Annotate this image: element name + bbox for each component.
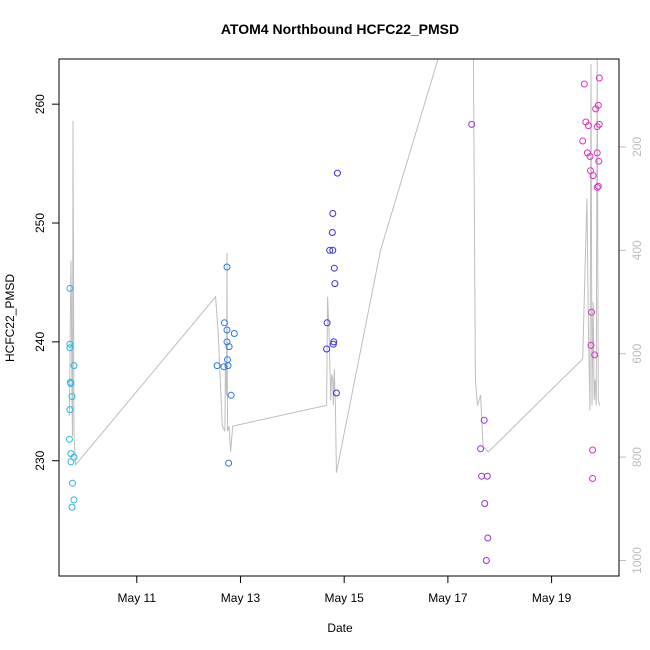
data-point (468, 120, 476, 128)
x-tick-label: May 15 (325, 591, 365, 605)
x-tick-label: May 19 (532, 591, 572, 605)
data-point (225, 343, 233, 351)
data-point (333, 169, 341, 177)
data-point (584, 122, 592, 130)
data-point (220, 319, 228, 327)
data-point (481, 500, 489, 507)
data-point (484, 534, 492, 542)
y-right-tick-label: 1000 (630, 547, 644, 574)
data-point (480, 416, 488, 424)
data-point (329, 340, 337, 348)
chart-title: ATOM4 Northbound HCFC22_PMSD (221, 21, 459, 37)
data-point (579, 137, 587, 145)
data-point (223, 263, 231, 271)
data-point (589, 475, 597, 482)
data-point (595, 74, 603, 82)
y-right-tick-label: 600 (630, 343, 644, 363)
data-point (589, 446, 597, 454)
x-tick-label: May 17 (428, 591, 468, 605)
y-tick-label: 250 (33, 213, 47, 233)
data-point (68, 503, 76, 511)
data-point (70, 362, 78, 370)
data-point (223, 326, 231, 334)
data-point (67, 458, 75, 466)
data-point (477, 445, 485, 453)
data-point (330, 264, 338, 272)
y-tick-label: 230 (33, 450, 47, 470)
data-point (328, 229, 336, 236)
y-right-tick-label: 200 (630, 137, 644, 157)
data-point (593, 183, 601, 191)
data-point (329, 210, 337, 217)
data-point (586, 153, 594, 160)
data-point (326, 246, 334, 254)
data-point (331, 280, 339, 288)
data-point (591, 351, 599, 359)
data-point (67, 380, 75, 387)
data-point (66, 284, 74, 292)
x-tick-label: May 13 (221, 591, 261, 605)
data-point (587, 341, 595, 349)
y-tick-label: 260 (33, 94, 47, 114)
data-point (66, 406, 74, 414)
data-point (329, 246, 337, 254)
data-point (227, 391, 235, 399)
x-axis-label: Date (327, 621, 353, 635)
data-point (593, 149, 601, 157)
data-point (323, 345, 331, 353)
data-point (482, 557, 490, 564)
data-point (589, 172, 597, 179)
data-point (68, 393, 76, 400)
data-point (588, 308, 595, 316)
data-point (594, 101, 602, 109)
data-point (65, 435, 73, 443)
y-axis-label: HCFC22_PMSD (3, 274, 17, 362)
y-right-tick-label: 400 (630, 240, 644, 260)
data-point (70, 496, 78, 504)
data-point (69, 479, 76, 487)
data-point (70, 453, 78, 461)
data-points-layer (65, 74, 603, 564)
data-point (332, 389, 340, 397)
x-tick-label: May 11 (118, 591, 157, 605)
data-point (478, 472, 486, 480)
data-point (594, 182, 602, 190)
data-point (220, 363, 228, 371)
data-point (483, 472, 491, 480)
data-point (593, 123, 601, 131)
data-point (230, 330, 238, 337)
data-point (595, 157, 603, 165)
data-point (224, 362, 232, 370)
data-point (66, 340, 74, 348)
data-point (580, 80, 588, 88)
data-point (595, 120, 603, 128)
data-point (66, 344, 74, 352)
data-point (323, 319, 331, 327)
y-tick-label: 240 (33, 332, 47, 352)
plot-frame (58, 58, 620, 577)
y-right-tick-label: 800 (630, 447, 644, 467)
data-point (225, 459, 233, 467)
data-point (213, 362, 221, 370)
